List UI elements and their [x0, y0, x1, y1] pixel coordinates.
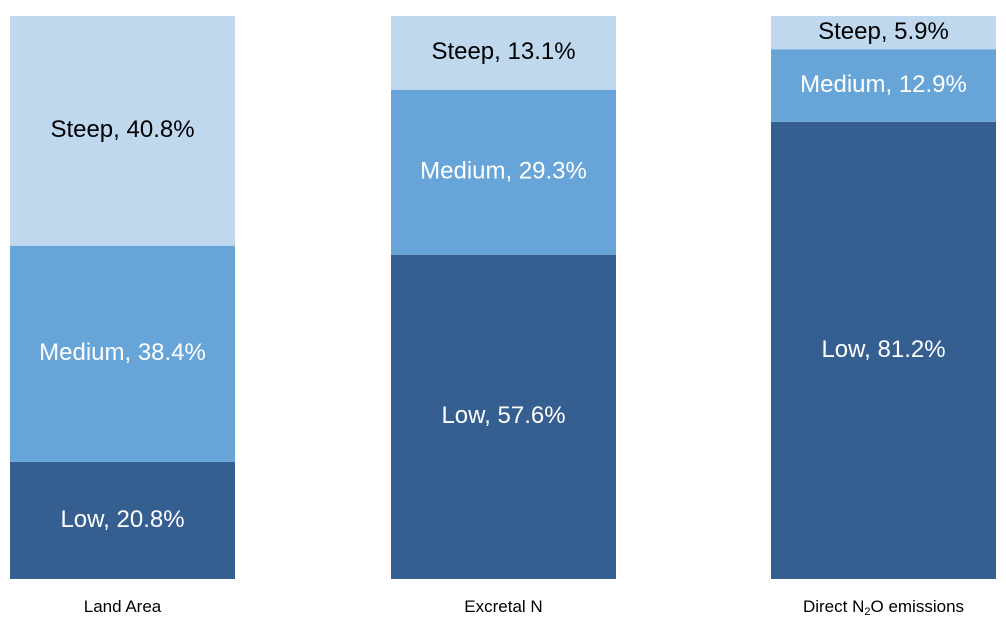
bar-segment-direct-n-o-emissions-steep — [771, 16, 996, 50]
bar-segment-land-area-medium — [10, 245, 235, 462]
data-label-direct-n-o-emissions-low: Low, 81.2% — [821, 336, 945, 363]
data-label-direct-n-o-emissions-medium: Medium, 12.9% — [800, 71, 967, 98]
bar-segment-direct-n-o-emissions-medium — [771, 49, 996, 122]
category-label-land-area: Land Area — [84, 597, 162, 616]
bar-segment-direct-n-o-emissions-low — [771, 121, 996, 580]
data-label-excretal-n-steep: Steep, 13.1% — [431, 38, 575, 65]
data-label-land-area-low: Low, 20.8% — [60, 506, 184, 533]
data-label-direct-n-o-emissions-steep: Steep, 5.9% — [818, 18, 949, 45]
bar-segment-land-area-low — [10, 461, 235, 579]
data-label-land-area-medium: Medium, 38.4% — [39, 339, 206, 366]
data-label-excretal-n-medium: Medium, 29.3% — [420, 158, 587, 185]
category-label-excretal-n: Excretal N — [464, 597, 542, 616]
bar-segment-land-area-steep — [10, 16, 235, 246]
bar-segment-excretal-n-low — [391, 254, 616, 579]
bar-segment-excretal-n-steep — [391, 16, 616, 90]
data-label-land-area-steep: Steep, 40.8% — [50, 116, 194, 143]
category-label-direct-n-o-emissions: Direct N2O emissions — [803, 597, 964, 618]
data-label-excretal-n-low: Low, 57.6% — [441, 402, 565, 429]
bar-segment-excretal-n-medium — [391, 89, 616, 255]
